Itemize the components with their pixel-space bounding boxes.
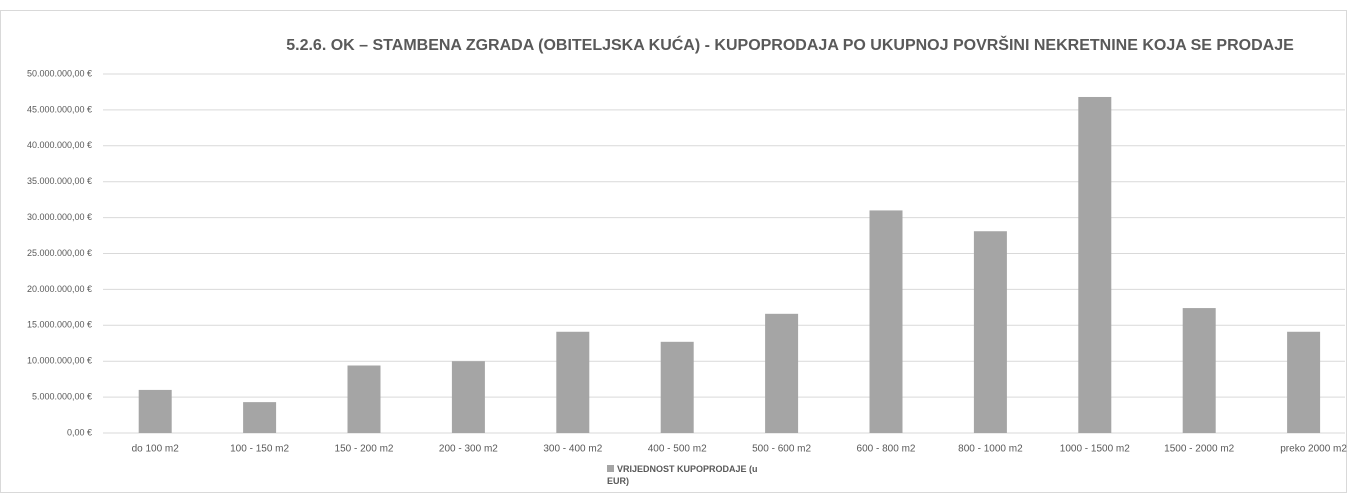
legend: VRIJEDNOST KUPOPRODAJE (u EUR) [607, 463, 777, 487]
x-tick-label: 200 - 300 m2 [439, 444, 498, 455]
bar [1287, 331, 1321, 433]
bar [765, 313, 799, 433]
y-tick-label: 50.000.000,00 € [27, 68, 92, 78]
bar [138, 389, 172, 433]
x-tick-label: 400 - 500 m2 [648, 444, 707, 455]
chart-title: 5.2.6. OK – STAMBENA ZGRADA (OBITELJSKA … [286, 37, 1294, 54]
y-tick-label: 35.000.000,00 € [27, 176, 92, 186]
x-tick-label: 500 - 600 m2 [752, 444, 811, 455]
y-tick-label: 10.000.000,00 € [27, 356, 92, 366]
x-tick-label: 800 - 1000 m2 [958, 444, 1023, 455]
bar [347, 365, 381, 433]
x-tick-label: 1000 - 1500 m2 [1060, 444, 1130, 455]
y-tick-label: 40.000.000,00 € [27, 140, 92, 150]
x-tick-label: 1500 - 2000 m2 [1164, 444, 1234, 455]
x-tick-label: preko 2000 m2 [1280, 444, 1347, 455]
x-tick-label: 100 - 150 m2 [230, 444, 289, 455]
bar [243, 402, 277, 433]
bar [973, 231, 1007, 433]
x-tick-label: 150 - 200 m2 [335, 444, 394, 455]
legend-swatch [607, 465, 614, 472]
bar [660, 341, 694, 433]
bar [451, 361, 485, 433]
y-tick-label: 30.000.000,00 € [27, 212, 92, 222]
y-tick-label: 45.000.000,00 € [27, 104, 92, 114]
bar [1078, 96, 1112, 433]
y-tick-label: 5.000.000,00 € [32, 391, 92, 401]
y-tick-label: 15.000.000,00 € [27, 320, 92, 330]
bar [1182, 308, 1216, 433]
x-tick-label: 600 - 800 m2 [857, 444, 916, 455]
bar [869, 210, 903, 433]
x-tick-label: 300 - 400 m2 [543, 444, 602, 455]
y-tick-label: 20.000.000,00 € [27, 284, 92, 294]
x-tick-label: do 100 m2 [132, 444, 180, 455]
y-tick-label: 25.000.000,00 € [27, 248, 92, 258]
y-tick-label: 0,00 € [67, 427, 92, 437]
bar [556, 331, 590, 433]
legend-label: VRIJEDNOST KUPOPRODAJE (u EUR) [607, 464, 758, 486]
